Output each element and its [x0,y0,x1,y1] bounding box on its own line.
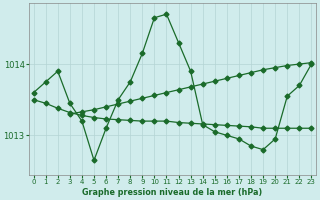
X-axis label: Graphe pression niveau de la mer (hPa): Graphe pression niveau de la mer (hPa) [82,188,263,197]
